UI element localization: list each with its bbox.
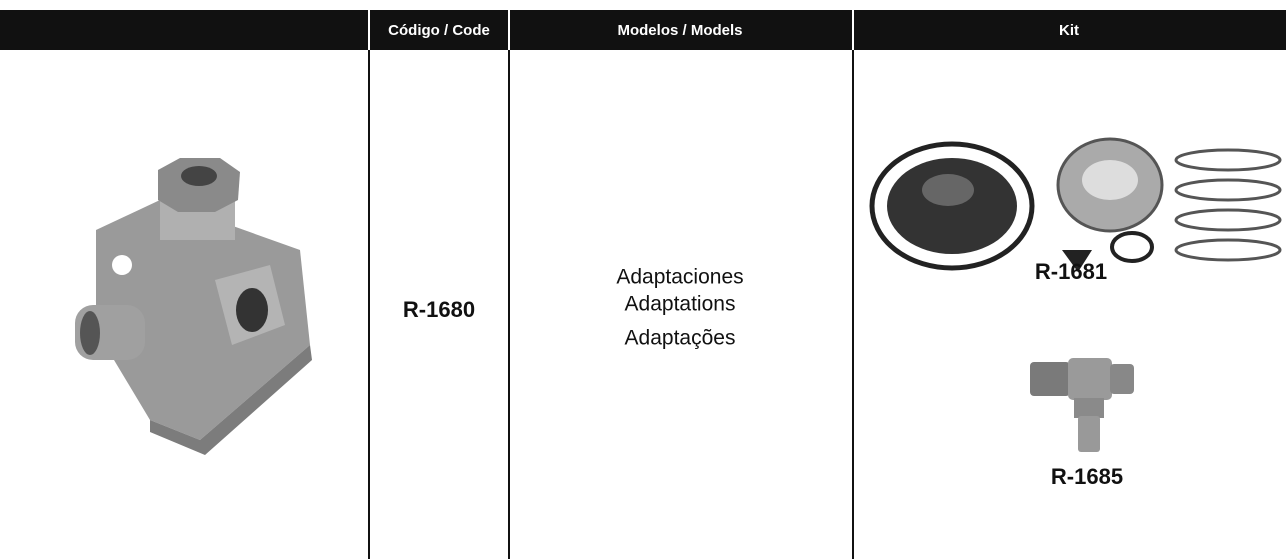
kit-image xyxy=(869,137,1282,272)
header-cell: Modelos / Models xyxy=(617,22,742,39)
model-line: Adaptations xyxy=(625,293,736,316)
kit-code: R-1681 xyxy=(1035,259,1107,284)
fitting-image xyxy=(1030,358,1134,452)
header-cell: Código / Code xyxy=(388,22,490,39)
product-code: R-1680 xyxy=(403,297,475,322)
kit-code: R-1685 xyxy=(1051,464,1123,489)
model-line: Adaptações xyxy=(625,327,736,350)
header-bar xyxy=(0,10,1286,50)
model-line: Adaptaciones xyxy=(616,266,743,289)
header-cell: Kit xyxy=(1059,22,1079,39)
valve-image xyxy=(75,158,312,455)
